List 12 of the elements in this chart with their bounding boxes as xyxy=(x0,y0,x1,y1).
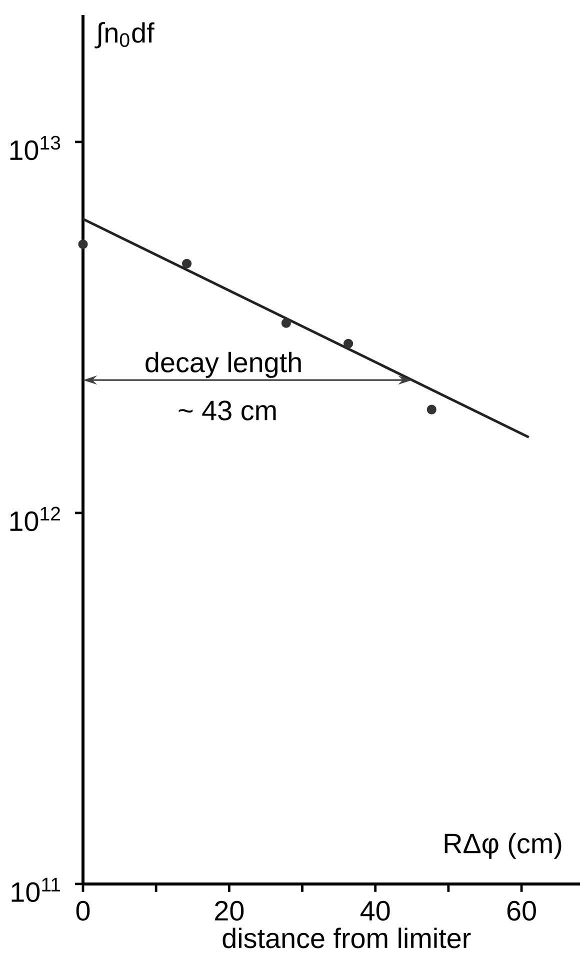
x-tick-label: 0 xyxy=(76,900,90,921)
y-axis-title: ∫n$_{0}$df xyxy=(94,22,154,48)
x-tick-label: 40 xyxy=(360,900,390,921)
x-tick-label: 60 xyxy=(507,900,536,921)
y-tick-label: 10$^{13}$ xyxy=(10,136,60,160)
text: distance from limiter xyxy=(222,928,471,948)
annotation: ~ 43 cm xyxy=(178,400,276,420)
y-tick-label: 10$^{11}$ xyxy=(12,878,60,902)
x-axis-title: RΔφ (cm) xyxy=(444,832,562,859)
annotation: decay length xyxy=(146,352,301,378)
y-tick-label: 10$^{12}$ xyxy=(10,506,60,532)
x-tick-label: 20 xyxy=(215,900,244,921)
